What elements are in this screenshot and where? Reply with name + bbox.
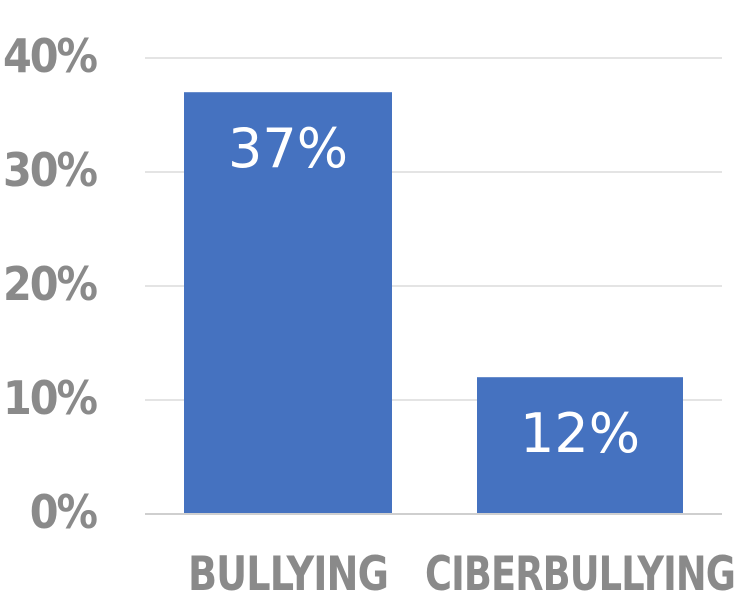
y-tick-label: 10% bbox=[3, 371, 98, 425]
bar-bullying bbox=[184, 92, 392, 514]
x-axis-tick-labels: BULLYING CIBERBULLYING bbox=[188, 547, 736, 599]
data-labels: 37% 12% bbox=[228, 117, 640, 465]
y-tick-label: 40% bbox=[3, 29, 98, 83]
x-tick-label: CIBERBULLYING bbox=[425, 547, 735, 599]
data-label: 37% bbox=[228, 117, 348, 180]
x-tick-label: BULLYING bbox=[188, 547, 388, 599]
y-axis-tick-labels: 0% 10% 20% 30% 40% bbox=[3, 29, 100, 539]
bar-ciberbullying bbox=[477, 377, 683, 514]
data-label: 12% bbox=[520, 402, 640, 465]
y-tick-label: 30% bbox=[3, 143, 98, 197]
bars bbox=[184, 92, 683, 514]
y-tick-label: 20% bbox=[3, 257, 98, 311]
y-tick-label: 0% bbox=[30, 485, 98, 539]
